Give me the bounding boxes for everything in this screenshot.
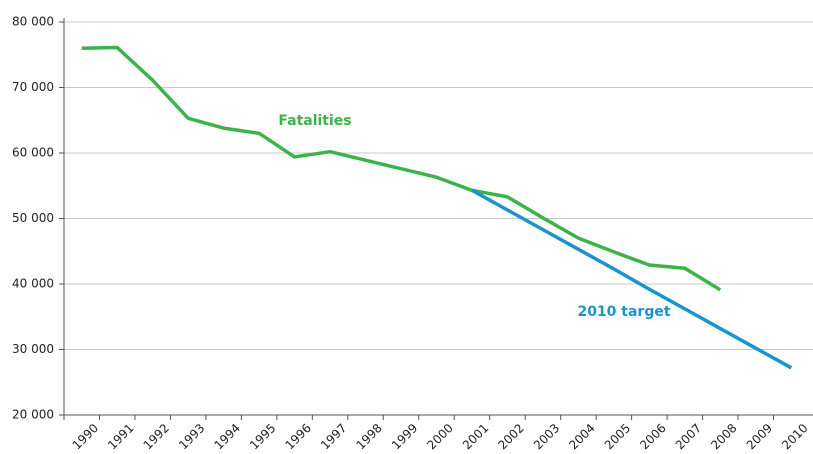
x-tick-label: 2005 — [602, 421, 633, 452]
y-tick-label: 80 000 — [12, 15, 54, 29]
y-tick-label: 50 000 — [12, 211, 54, 225]
x-tick-label: 1999 — [389, 421, 420, 452]
x-tick-label: 2007 — [673, 421, 704, 452]
x-tick-label: 1990 — [70, 421, 101, 452]
series-label: 2010 target — [577, 304, 670, 320]
x-tick-label: 2009 — [744, 421, 775, 452]
y-tick-label: 60 000 — [12, 146, 54, 160]
x-tick-label: 2010 — [779, 421, 810, 452]
x-tick-label: 1995 — [247, 421, 278, 452]
x-tick-label: 1994 — [212, 421, 243, 452]
x-tick-label: 1991 — [105, 421, 136, 452]
x-tick-label: 2002 — [495, 421, 526, 452]
y-tick-label: 70 000 — [12, 80, 54, 94]
x-tick-label: 1992 — [141, 421, 172, 452]
series-line — [81, 45, 722, 292]
y-tick-label: 30 000 — [12, 342, 54, 356]
x-tick-label: 2006 — [637, 421, 668, 452]
series-label: Fatalities — [278, 113, 351, 129]
x-tick-label: 2004 — [566, 421, 597, 452]
x-tick-label: 2001 — [460, 421, 491, 452]
x-tick-label: 1996 — [282, 421, 313, 452]
series-line — [471, 188, 793, 370]
x-tick-label: 1997 — [318, 421, 349, 452]
y-tick-label: 40 000 — [12, 277, 54, 291]
y-tick-label: 20 000 — [12, 408, 54, 422]
x-tick-label: 1998 — [353, 421, 384, 452]
x-tick-label: 2008 — [708, 421, 739, 452]
x-tick-label: 1993 — [176, 421, 207, 452]
x-tick-label: 2003 — [531, 421, 562, 452]
x-tick-label: 2000 — [424, 421, 455, 452]
